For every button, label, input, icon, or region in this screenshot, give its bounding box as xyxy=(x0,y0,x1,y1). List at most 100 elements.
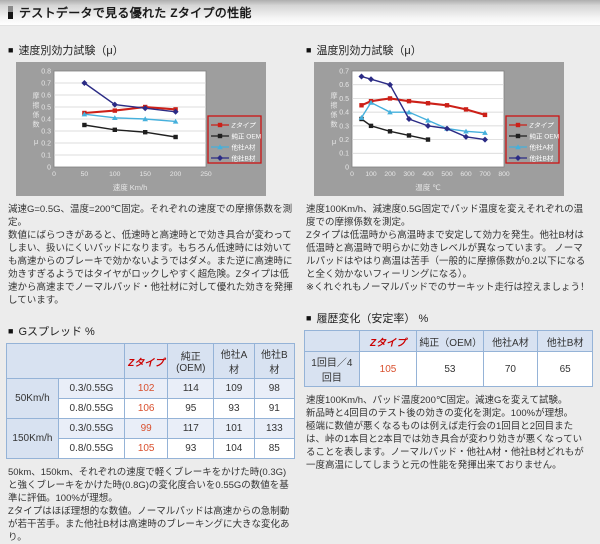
svg-text:0.1: 0.1 xyxy=(41,152,51,159)
svg-text:0: 0 xyxy=(350,171,354,178)
table-cell: 133 xyxy=(253,418,296,439)
table-cell: 104 xyxy=(213,438,255,459)
svg-text:摩: 摩 xyxy=(33,91,40,100)
svg-text:0: 0 xyxy=(345,164,349,171)
svg-text:他社B材: 他社B材 xyxy=(232,153,256,162)
table-row: 0.8/0.55G 105 93 104 85 xyxy=(7,438,296,459)
svg-text:摩: 摩 xyxy=(331,91,338,100)
svg-text:0.1: 0.1 xyxy=(339,151,349,158)
header-bar-icon xyxy=(8,6,13,19)
svg-text:0.4: 0.4 xyxy=(339,110,349,117)
series-line-3 xyxy=(83,82,176,113)
table-header-row: Zタイプ 純正（OEM） 他社A材 他社B材 xyxy=(304,330,593,352)
table-column-header: 他社A材 xyxy=(213,343,255,379)
svg-text:擦: 擦 xyxy=(33,101,40,110)
svg-text:純正 OEM: 純正 OEM xyxy=(232,131,262,140)
table-cell: 117 xyxy=(167,418,215,439)
svg-text:50: 50 xyxy=(81,171,89,178)
table-column-header: 他社B材 xyxy=(253,343,296,379)
row-sub-header: 0.3/0.55G xyxy=(57,378,126,399)
svg-text:0.4: 0.4 xyxy=(41,116,51,123)
svg-text:係: 係 xyxy=(331,110,338,119)
speed-test-section: ■ 速度別効力試験（μ） 0 0.1 0.2 0.3 0.4 0.5 0.6 0.7 0.8 0 5… xyxy=(5,26,296,544)
table-column-header: Zタイプ xyxy=(124,343,169,379)
svg-text:純正 OEM: 純正 OEM xyxy=(530,131,560,140)
table-cell: 93 xyxy=(213,398,255,419)
svg-text:200: 200 xyxy=(170,171,182,178)
table-corner-cell xyxy=(5,343,126,379)
section-title-label: 温度別効力試験（μ） xyxy=(316,45,422,57)
svg-text:擦: 擦 xyxy=(331,101,338,110)
svg-text:0.8: 0.8 xyxy=(41,68,51,75)
row-header: 1回目／4回目 xyxy=(304,351,360,387)
series-line-1 xyxy=(84,124,176,138)
svg-text:0.2: 0.2 xyxy=(339,137,349,144)
svg-text:他社B材: 他社B材 xyxy=(530,153,554,162)
data-table: Zタイプ 純正 (OEM) 他社A材 他社B材 50Km/h 0.3/0.55G 102 11… xyxy=(5,343,296,459)
table-cell: 102 xyxy=(124,378,169,399)
table-column-header: 純正（OEM） xyxy=(416,330,484,352)
data-table: Zタイプ 純正（OEM） 他社A材 他社B材 1回目／4回目 105 53 70 65 xyxy=(304,330,593,387)
table-row: 1回目／4回目 105 53 70 65 xyxy=(304,351,593,387)
svg-text:150: 150 xyxy=(140,171,152,178)
svg-text:200: 200 xyxy=(384,171,396,178)
table-cell: 53 xyxy=(416,351,484,387)
line-chart-svg-0: 0 0.1 0.2 0.3 0.4 0.5 0.6 0.7 0.8 0 50 100 150 200 250… xyxy=(16,62,266,196)
svg-text:0.6: 0.6 xyxy=(41,92,51,99)
page-title: テストデータで見る優れた Zタイプの性能 xyxy=(19,6,252,20)
section-title-temperature-test: ■ 温度別効力試験（μ） xyxy=(306,42,593,58)
svg-text:0: 0 xyxy=(52,171,56,178)
svg-text:0.5: 0.5 xyxy=(41,104,51,111)
table-column-header: 他社A材 xyxy=(482,330,539,352)
table-header-row: Zタイプ 純正 (OEM) 他社A材 他社B材 xyxy=(5,343,296,379)
table-cell: 65 xyxy=(537,351,593,387)
description-paragraph: 減速G=0.5G、温度=200℃固定。それぞれの速度での摩擦係数を測定。 xyxy=(8,204,293,228)
table-row: 50Km/h 0.3/0.55G 102 114 109 98 xyxy=(6,378,296,419)
description-paragraph: 数値にばらつきがあると、低速時と高速時とで効き具合が変わってしまい、扱いにくいパ… xyxy=(8,230,293,306)
section-title-g-spread: ■ Gスプレッド % xyxy=(8,323,295,339)
table-row: 150Km/h 0.3/0.55G 99 117 101 133 xyxy=(6,418,296,459)
description-paragraph: 速度100Km/h、減速度0.5G固定でパッド温度を変えそれぞれの温度での摩擦係… xyxy=(306,204,584,228)
table-cell: 85 xyxy=(253,438,296,459)
table-cell: 91 xyxy=(253,398,296,419)
svg-text:0.2: 0.2 xyxy=(41,140,51,147)
row-group-header: 50Km/h xyxy=(6,378,59,419)
section-title-history: ■ 履歴変化（安定率） % xyxy=(306,310,593,326)
svg-text:700: 700 xyxy=(479,171,491,178)
table-cell: 98 xyxy=(253,378,296,399)
temperature-chart-description: 速度100Km/h、減速度0.5G固定でパッド温度を変えそれぞれの温度での摩擦係… xyxy=(306,203,591,294)
svg-text:0.7: 0.7 xyxy=(339,68,349,75)
svg-text:400: 400 xyxy=(422,171,434,178)
svg-text:Zタイプ: Zタイプ xyxy=(529,121,555,129)
svg-text:500: 500 xyxy=(441,171,453,178)
section-title-label: 履歴変化（安定率） % xyxy=(316,313,429,325)
svg-text:係: 係 xyxy=(33,110,40,119)
section-bullet-icon: ■ xyxy=(8,45,14,55)
line-chart-svg-1: 0 0.1 0.2 0.3 0.4 0.5 0.6 0.7 0 100 200 300 400 500 60… xyxy=(314,62,564,196)
speed-effect-chart: 0 0.1 0.2 0.3 0.4 0.5 0.6 0.7 0.8 0 50 100 150 200 250… xyxy=(16,62,266,196)
svg-text:250: 250 xyxy=(200,171,212,178)
svg-text:100: 100 xyxy=(109,171,121,178)
table-cell: 114 xyxy=(167,378,215,399)
svg-text:数: 数 xyxy=(331,120,338,129)
svg-text:他社A材: 他社A材 xyxy=(530,142,554,151)
row-sub-header: 0.3/0.55G xyxy=(57,418,126,439)
table-column-header: 他社B材 xyxy=(537,330,593,352)
history-change-table: Zタイプ 純正（OEM） 他社A材 他社B材 1回目／4回目 105 53 70 65 xyxy=(304,330,593,387)
series-line-0 xyxy=(84,105,176,115)
row-group-header: 150Km/h xyxy=(6,418,59,459)
series-line-2 xyxy=(360,101,486,134)
series-line-0 xyxy=(361,97,486,116)
svg-text:600: 600 xyxy=(460,171,472,178)
table-cell: 99 xyxy=(124,418,169,439)
temperature-test-section: ■ 温度別効力試験（μ） 0 0.1 0.2 0.3 0.4 0.5 0.6 0.7 0 100 2… xyxy=(304,26,593,544)
note-paragraph: 速度100Km/h、パッド温度200℃固定。減速Gを変えて試験。 xyxy=(306,395,568,406)
table-cell: 70 xyxy=(482,351,539,387)
section-bullet-icon: ■ xyxy=(306,45,312,55)
svg-text:100: 100 xyxy=(365,171,377,178)
table-cell: 105 xyxy=(358,351,418,387)
history-note: 速度100Km/h、パッド温度200℃固定。減速Gを変えて試験。 新品時と4回目… xyxy=(306,394,591,472)
